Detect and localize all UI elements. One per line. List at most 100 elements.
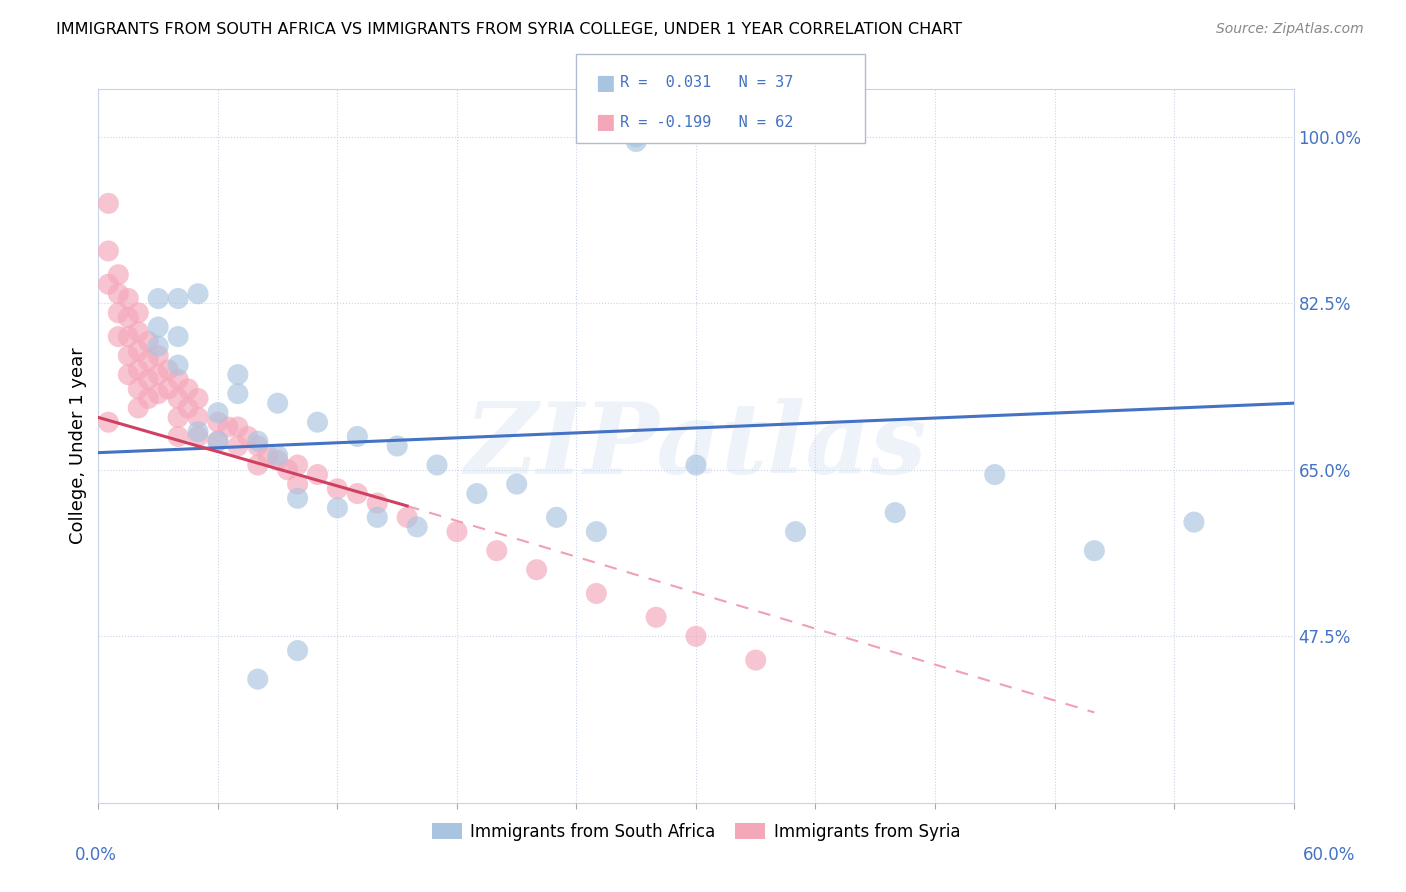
Text: Source: ZipAtlas.com: Source: ZipAtlas.com [1216, 22, 1364, 37]
Point [107, 306, 129, 320]
Text: 60.0%: 60.0% [1302, 846, 1355, 863]
Point [157, 382, 180, 396]
Point [157, 363, 180, 377]
Point [148, 292, 170, 306]
Point [426, 458, 449, 472]
Point [117, 368, 139, 382]
Point [267, 396, 290, 410]
Point [406, 520, 429, 534]
Point [884, 506, 907, 520]
Point [148, 349, 170, 363]
Point [97, 415, 120, 429]
Point [107, 286, 129, 301]
Point [148, 386, 170, 401]
Point [984, 467, 1007, 482]
Point [167, 358, 190, 372]
Point [1182, 515, 1205, 529]
Point [97, 277, 120, 292]
Point [148, 368, 170, 382]
Point [167, 292, 190, 306]
Point [326, 482, 349, 496]
Point [287, 458, 309, 472]
Point [127, 363, 149, 377]
Point [226, 439, 249, 453]
Point [207, 415, 229, 429]
Point [148, 320, 170, 334]
Point [136, 392, 159, 406]
Point [207, 434, 229, 449]
Point [187, 410, 209, 425]
Point [385, 439, 409, 453]
Point [97, 244, 120, 258]
Point [307, 415, 329, 429]
Point [546, 510, 568, 524]
Text: R = -0.199   N = 62: R = -0.199 N = 62 [620, 115, 793, 129]
Point [626, 129, 648, 144]
Text: IMMIGRANTS FROM SOUTH AFRICA VS IMMIGRANTS FROM SYRIA COLLEGE, UNDER 1 YEAR CORR: IMMIGRANTS FROM SOUTH AFRICA VS IMMIGRAN… [56, 22, 962, 37]
Point [127, 325, 149, 339]
Point [107, 268, 129, 282]
Text: ■: ■ [595, 73, 614, 93]
Point [346, 429, 368, 443]
Point [217, 420, 239, 434]
Point [246, 434, 269, 449]
Point [177, 382, 200, 396]
Point [1083, 543, 1105, 558]
Point [267, 449, 290, 463]
Point [287, 643, 309, 657]
Point [207, 406, 229, 420]
Point [685, 629, 707, 643]
Point [117, 349, 139, 363]
Point [148, 339, 170, 353]
Point [187, 429, 209, 443]
Point [117, 292, 139, 306]
Text: 0.0%: 0.0% [75, 846, 117, 863]
Point [97, 196, 120, 211]
Point [785, 524, 807, 539]
Point [287, 477, 309, 491]
Point [226, 420, 249, 434]
Point [127, 306, 149, 320]
Point [167, 429, 190, 443]
Point [207, 434, 229, 449]
Point [246, 439, 269, 453]
Point [117, 329, 139, 343]
Point [246, 672, 269, 686]
Point [136, 372, 159, 386]
Point [645, 610, 668, 624]
Point [585, 524, 607, 539]
Point [307, 467, 329, 482]
Point [127, 343, 149, 358]
Text: ZIPatlas: ZIPatlas [465, 398, 927, 494]
Point [226, 386, 249, 401]
Point [136, 353, 159, 368]
Point [167, 392, 190, 406]
Text: R =  0.031   N = 37: R = 0.031 N = 37 [620, 76, 793, 90]
Point [187, 425, 209, 439]
Text: ■: ■ [595, 112, 614, 132]
Point [396, 510, 419, 524]
Point [287, 491, 309, 506]
Point [117, 310, 139, 325]
Point [167, 329, 190, 343]
Y-axis label: College, Under 1 year: College, Under 1 year [69, 348, 87, 544]
Point [366, 510, 388, 524]
Legend: Immigrants from South Africa, Immigrants from Syria: Immigrants from South Africa, Immigrants… [427, 818, 965, 846]
Point [485, 543, 508, 558]
Point [226, 368, 249, 382]
Point [187, 286, 209, 301]
Point [167, 410, 190, 425]
Point [187, 392, 209, 406]
Point [167, 372, 190, 386]
Point [136, 334, 159, 349]
Point [177, 401, 200, 415]
Point [127, 401, 149, 415]
Point [745, 653, 768, 667]
Point [626, 135, 648, 149]
Point [236, 429, 259, 443]
Point [107, 329, 129, 343]
Point [446, 524, 468, 539]
Point [346, 486, 368, 500]
Point [685, 458, 707, 472]
Point [246, 458, 269, 472]
